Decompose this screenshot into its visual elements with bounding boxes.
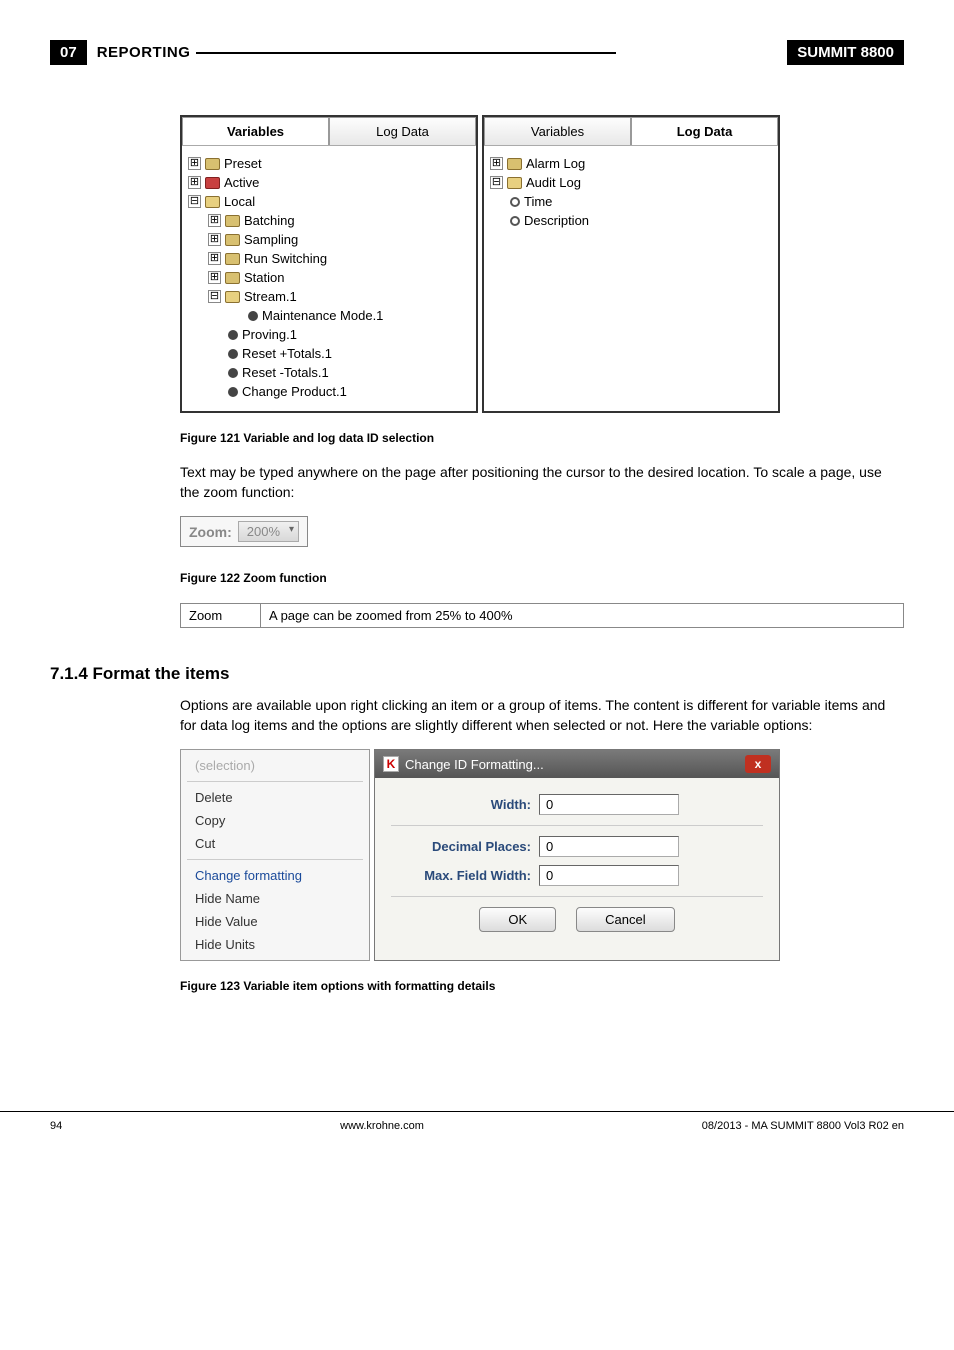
tab-variables[interactable]: Variables [182,117,329,145]
chapter-number: 07 [50,40,87,65]
footer-url: www.krohne.com [340,1120,424,1132]
expand-icon[interactable]: ⊞ [208,214,221,227]
zoom-control: Zoom: 200% [180,516,308,547]
tree-leaf[interactable]: Reset +Totals.1 [242,346,332,361]
def-term: Zoom [181,604,261,628]
tree-leaf[interactable]: Proving.1 [242,327,297,342]
menu-item-copy[interactable]: Copy [181,809,369,832]
close-icon[interactable]: x [745,755,771,773]
chapter-title: REPORTING [97,44,191,61]
tab-log-data[interactable]: Log Data [631,117,778,145]
tab-variables[interactable]: Variables [484,117,631,145]
def-desc: A page can be zoomed from 25% to 400% [261,604,904,628]
width-label: Width: [391,797,531,812]
context-menu: (selection) Delete Copy Cut Change forma… [180,749,370,961]
tree-item[interactable]: Preset [224,156,262,171]
maxfield-label: Max. Field Width: [391,868,531,883]
menu-item-delete[interactable]: Delete [181,786,369,809]
width-input[interactable] [539,794,679,815]
bullet-icon [228,368,238,378]
tree-item[interactable]: Stream.1 [244,289,297,304]
expand-icon[interactable]: ⊞ [188,176,201,189]
bullet-icon [228,349,238,359]
decimal-input[interactable] [539,836,679,857]
folder-open-icon [225,291,240,303]
menu-item-hide-value[interactable]: Hide Value [181,910,369,933]
zoom-definition-table: Zoom A page can be zoomed from 25% to 40… [180,603,904,628]
tree-item[interactable]: Alarm Log [526,156,585,171]
expand-icon[interactable]: ⊞ [208,233,221,246]
zoom-label: Zoom: [189,524,232,540]
circle-icon [510,197,520,207]
format-panels: (selection) Delete Copy Cut Change forma… [180,749,780,961]
logdata-panel: Variables Log Data ⊞ Alarm Log ⊟ Audit Log… [482,115,780,413]
variables-panel: Variables Log Data ⊞ Preset ⊞ Active ⊟ Loca… [180,115,478,413]
folder-icon [225,272,240,284]
tree-item[interactable]: Active [224,175,259,190]
tree-item[interactable]: Audit Log [526,175,581,190]
collapse-icon[interactable]: ⊟ [188,195,201,208]
body-text: Text may be typed anywhere on the page a… [180,463,904,502]
menu-item-hide-name[interactable]: Hide Name [181,887,369,910]
folder-open-icon [507,177,522,189]
zoom-dropdown[interactable]: 200% [238,521,299,542]
cancel-button[interactable]: Cancel [576,907,674,932]
tree-item[interactable]: Sampling [244,232,298,247]
menu-item-change-formatting[interactable]: Change formatting [181,864,369,887]
dialog-icon: K [383,756,399,772]
menu-item-cut[interactable]: Cut [181,832,369,855]
menu-item-selection: (selection) [181,754,369,777]
folder-icon [205,177,220,189]
bullet-icon [228,330,238,340]
body-text: Options are available upon right clickin… [180,696,904,735]
figure-caption: Figure 121 Variable and log data ID sele… [180,431,904,445]
tree-leaf[interactable]: Change Product.1 [242,384,347,399]
bullet-icon [228,387,238,397]
circle-icon [510,216,520,226]
tree-item[interactable]: Station [244,270,284,285]
tree-leaf[interactable]: Description [524,213,589,228]
maxfield-input[interactable] [539,865,679,886]
page-header: 07 REPORTING SUMMIT 8800 [50,40,904,65]
decimal-label: Decimal Places: [391,839,531,854]
tree-item[interactable]: Batching [244,213,295,228]
change-id-formatting-dialog: K Change ID Formatting... x Width: Decim… [374,749,780,961]
folder-icon [507,158,522,170]
bullet-icon [248,311,258,321]
tree-item[interactable]: Run Switching [244,251,327,266]
folder-icon [225,215,240,227]
folder-icon [205,158,220,170]
menu-item-hide-units[interactable]: Hide Units [181,933,369,956]
expand-icon[interactable]: ⊞ [188,157,201,170]
tree-leaf[interactable]: Reset -Totals.1 [242,365,329,380]
page-footer: 94 www.krohne.com 08/2013 - MA SUMMIT 88… [0,1111,954,1152]
product-name: SUMMIT 8800 [787,40,904,65]
tree-leaf[interactable]: Maintenance Mode.1 [262,308,383,323]
expand-icon[interactable]: ⊞ [490,157,503,170]
section-heading: 7.1.4 Format the items [50,664,904,684]
page-number: 94 [50,1120,62,1132]
expand-icon[interactable]: ⊞ [208,252,221,265]
figure-caption: Figure 122 Zoom function [180,571,904,585]
expand-icon[interactable]: ⊞ [208,271,221,284]
ok-button[interactable]: OK [479,907,556,932]
footer-doc: 08/2013 - MA SUMMIT 8800 Vol3 R02 en [702,1120,904,1132]
tree-item[interactable]: Local [224,194,255,209]
collapse-icon[interactable]: ⊟ [490,176,503,189]
tree-panels: Variables Log Data ⊞ Preset ⊞ Active ⊟ Loca… [180,115,780,413]
folder-icon [225,234,240,246]
collapse-icon[interactable]: ⊟ [208,290,221,303]
tree-leaf[interactable]: Time [524,194,552,209]
figure-caption: Figure 123 Variable item options with fo… [180,979,904,993]
dialog-title: Change ID Formatting... [405,757,544,772]
tab-log-data[interactable]: Log Data [329,117,476,145]
folder-open-icon [205,196,220,208]
folder-icon [225,253,240,265]
